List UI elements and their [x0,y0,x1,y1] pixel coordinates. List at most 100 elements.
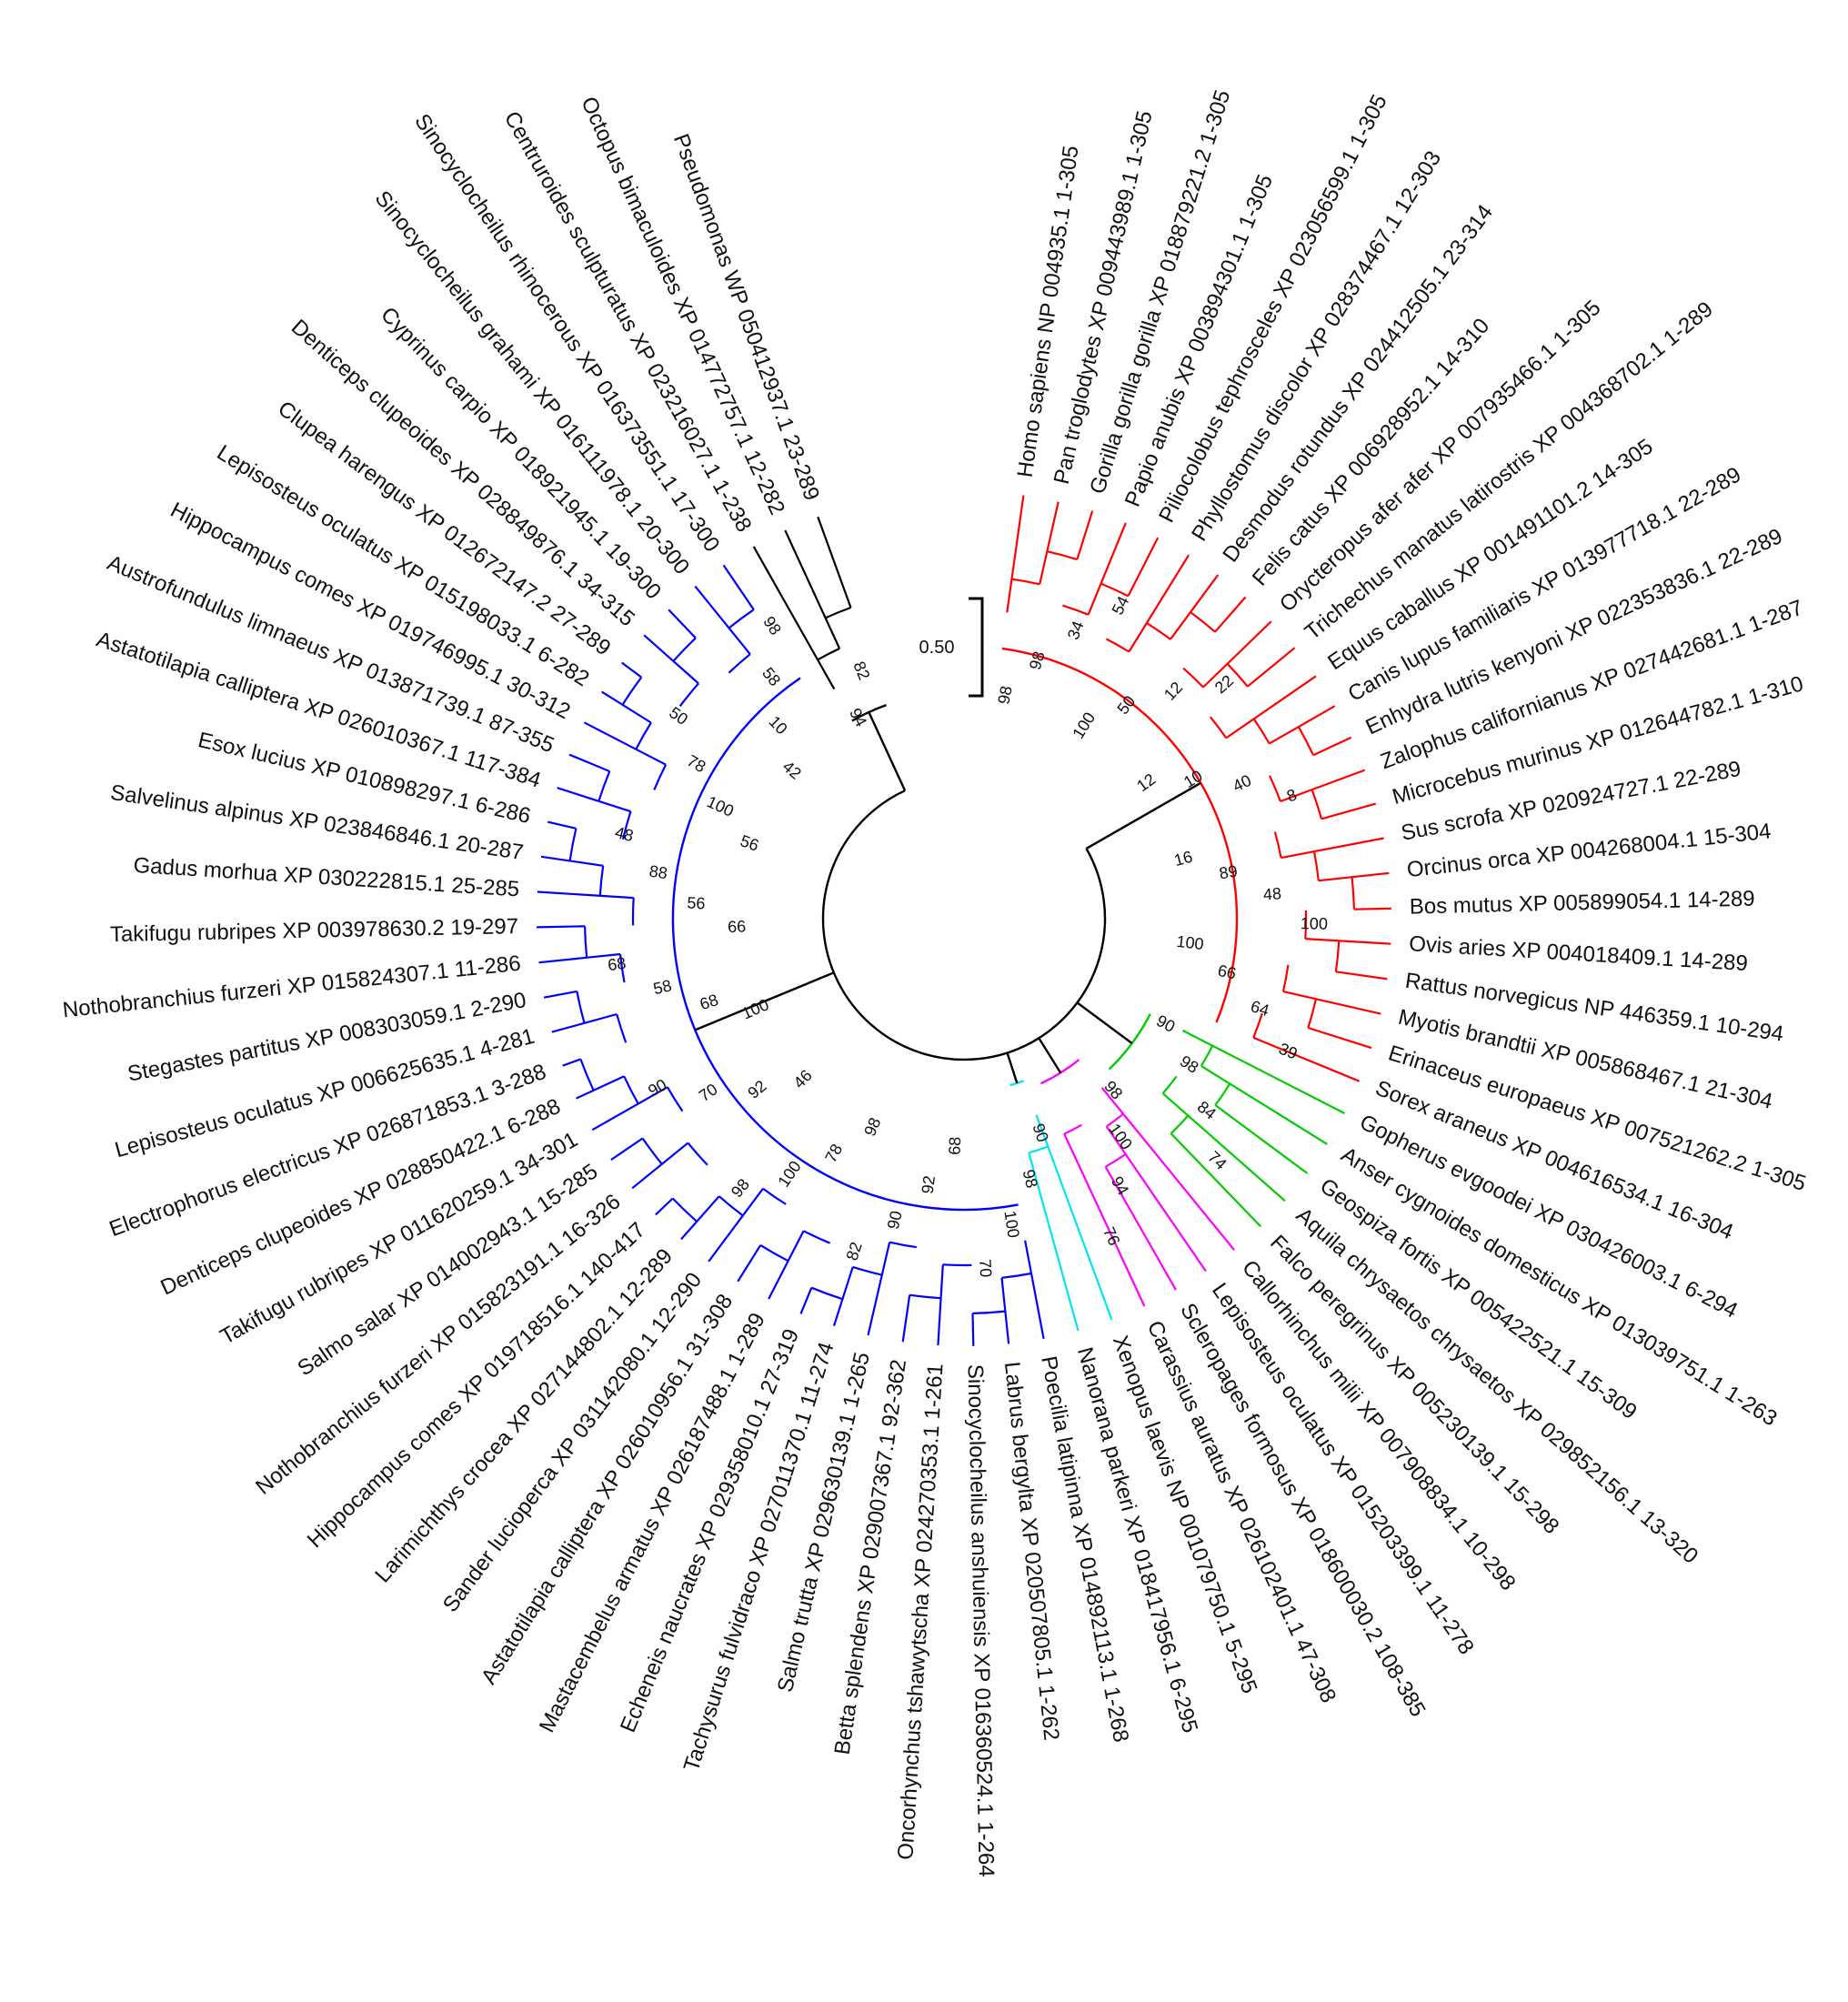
bootstrap-value: 48 [613,823,635,845]
terminal-branch [867,1242,891,1336]
terminal-branch [1127,537,1160,597]
bootstrap-value: 98 [759,613,785,639]
bootstrap-value: 90 [1029,1122,1052,1145]
terminal-branch [817,516,852,609]
bootstrap-value: 34 [1064,619,1088,642]
clade-arc [1269,775,1281,802]
terminal-branch [655,1197,674,1216]
clade-arc [653,764,668,790]
clade-arc [759,1243,789,1263]
backbone-arc [821,790,1107,1061]
clade-arc [623,1075,639,1105]
clade-arc [1226,663,1249,688]
clade-arc [671,1197,698,1222]
clade-arc [1252,1012,1263,1039]
clade-arc [1334,941,1341,972]
clade-arc [1297,726,1314,756]
clade-arc [672,637,697,662]
bootstrap-value: 66 [728,917,747,936]
clade-arc [817,648,840,661]
leaf-label: Falco peregrinus XP 005230139.1 15-298 [1265,1231,1563,1539]
tree-branches [537,495,1391,1346]
terminal-branch [737,1244,762,1283]
terminal-branch [752,546,836,690]
bootstrap-value: 98 [1019,1168,1041,1190]
terminal-branch [1028,1152,1080,1332]
bootstrap-value: 98 [728,1175,753,1201]
terminal-branch [540,855,604,867]
clade-arc [909,1293,941,1300]
clade-arc [1273,831,1282,859]
terminal-branch [799,1287,813,1314]
clade-arc [718,1195,744,1217]
clade-arc [1190,611,1216,633]
clade-arc [1281,964,1290,992]
bootstrap-value: 70 [696,1080,721,1105]
leaf-label: Oncorhynchus tshawytscha XP 024270353.1 … [893,1363,948,1860]
clade-arc [1209,716,1228,739]
clade-arc [678,682,699,708]
bootstrap-value: 92 [919,1174,939,1194]
clade-arc [762,1187,787,1205]
terminal-branch [1128,554,1190,653]
terminal-branch [543,990,578,999]
terminal-branch [1104,1166,1177,1291]
terminal-branch [1161,1092,1286,1202]
bootstrap-value: 66 [1216,961,1238,983]
bootstrap-value: 74 [1204,1148,1230,1173]
leaf-label: Cyprinus carpio XP 018921945.1 19-300 [376,303,666,605]
leaf-label: Gadus morhua XP 030222815.1 25-285 [133,853,520,902]
terminal-branch [631,1142,689,1190]
clade-arc [618,953,626,983]
clade-arc [1351,877,1355,910]
terminal-branch [722,564,755,610]
clade-arc [889,1241,917,1249]
bootstrap-value: 94 [846,705,870,729]
clade-arc [621,810,632,840]
terminal-branch [1225,675,1317,739]
bootstrap-value: 98 [1177,1051,1202,1077]
clade-arc [1029,1145,1049,1154]
terminal-branch [1181,1029,1346,1114]
clade-arc [1161,1075,1178,1094]
terminal-branch [1006,495,1025,613]
bootstrap-value: 56 [687,893,706,912]
terminal-branch [1305,938,1391,945]
bootstrap-value: 90 [1153,1011,1178,1036]
terminal-branch [1318,871,1390,882]
terminal-branch [1170,1132,1261,1228]
clade-arc [1011,578,1040,586]
bootstrap-value: 58 [758,664,784,689]
clade-arc [803,1230,831,1244]
bootstrap-value: 100 [1000,1210,1022,1240]
clade-arc [579,1059,595,1092]
terminal-branch [832,1266,854,1327]
terminal-branch [1035,1114,1113,1321]
bootstrap-value: 89 [1218,861,1239,882]
clade-base-arc [1009,1080,1025,1087]
terminal-branch [538,952,621,964]
internal-branch [1076,1001,1133,1044]
terminal-branch [1105,1125,1207,1273]
clade-arc [598,770,611,802]
clade-arc [1304,910,1308,940]
clade-arc [1100,582,1129,598]
bootstrap-value: 68 [946,1136,965,1155]
bootstrap-value: 10 [1180,767,1205,791]
bootstrap-value: 98 [1100,1077,1126,1102]
bootstrap-value: 92 [744,1077,769,1102]
bootstrap-value: 48 [1262,884,1281,903]
terminal-branch [668,609,697,639]
clade-arc [1063,1123,1082,1135]
terminal-branch [1063,1133,1146,1307]
bootstrap-value: 68 [607,954,628,974]
terminal-branch [643,634,699,685]
terminal-branch [591,1086,668,1132]
terminal-branch [1202,620,1272,689]
clade-arc [635,721,652,750]
internal-branch [1006,1052,1019,1084]
bootstrap-value: 78 [684,751,708,776]
clade-arc [1312,850,1320,881]
clade-arc [631,898,635,926]
clade-arc [1252,718,1270,745]
